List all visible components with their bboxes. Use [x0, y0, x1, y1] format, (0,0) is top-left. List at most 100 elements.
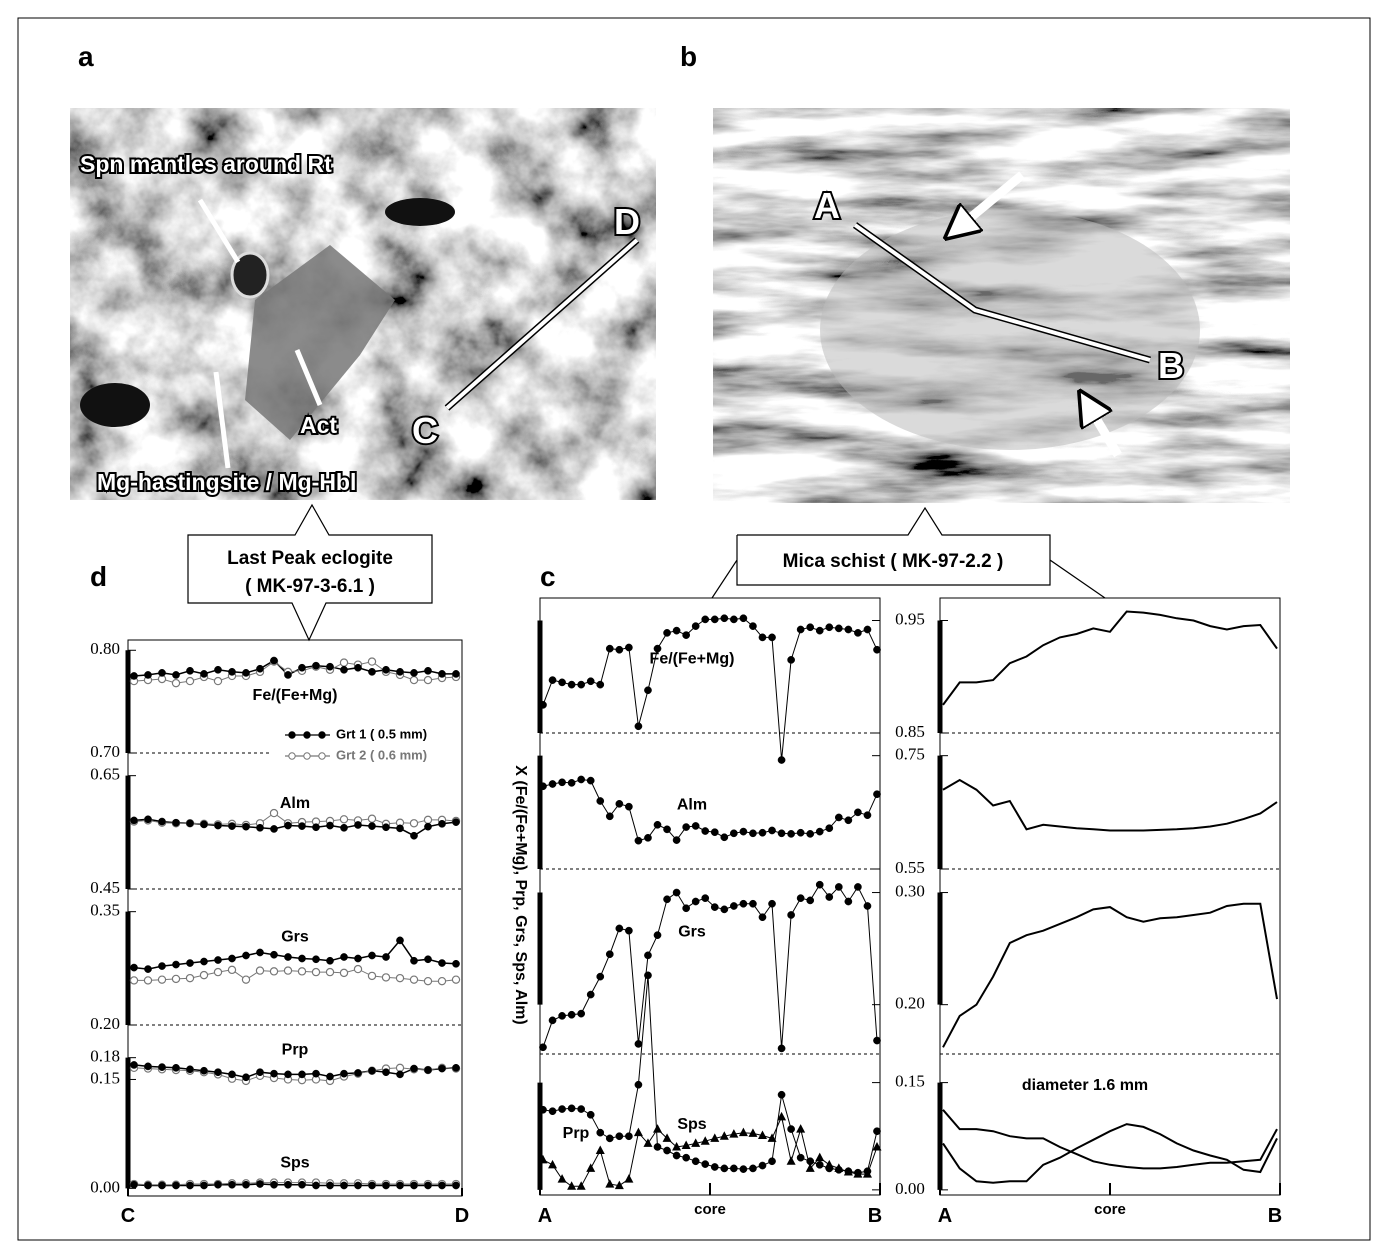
data-point	[567, 680, 576, 689]
data-point	[424, 666, 432, 675]
data-point	[298, 822, 306, 830]
data-point	[644, 833, 652, 842]
data-point	[663, 1146, 671, 1155]
data-point	[805, 1163, 815, 1172]
data-point	[410, 1064, 418, 1073]
data-line	[133, 812, 457, 826]
y-tick-label: 0.75	[895, 745, 925, 764]
data-point	[739, 827, 748, 836]
data-point	[873, 1127, 881, 1136]
data-point	[424, 1066, 432, 1074]
data-point	[241, 975, 251, 984]
data-point	[538, 1154, 548, 1164]
data-point	[130, 963, 138, 972]
plot-frame	[939, 597, 1281, 1196]
photo-b: A B	[713, 108, 1290, 503]
series-label: Fe/(Fe+Mg)	[253, 687, 338, 704]
data-point	[644, 951, 652, 960]
data-point	[143, 976, 153, 985]
y-tick-label: 0.95	[895, 609, 925, 628]
data-point	[691, 1157, 700, 1166]
data-point	[312, 955, 320, 964]
data-point	[548, 1107, 557, 1116]
data-point	[158, 1063, 166, 1071]
data-point	[605, 1134, 614, 1143]
data-point	[749, 1164, 757, 1173]
data-point	[576, 1181, 586, 1190]
data-point	[284, 1180, 292, 1189]
data-point	[410, 956, 418, 965]
data-point	[682, 823, 690, 831]
y-tick-label: 0.65	[90, 765, 120, 784]
data-point	[256, 1180, 264, 1188]
data-point	[720, 833, 729, 842]
y-tick-label: 0.35	[90, 901, 120, 920]
data-point	[672, 1151, 681, 1160]
data-point	[395, 973, 405, 983]
data-point	[548, 676, 557, 684]
data-point	[395, 1063, 405, 1073]
data-point	[863, 902, 872, 910]
data-point	[739, 899, 748, 908]
data-point	[701, 1160, 710, 1168]
data-point	[796, 1153, 805, 1162]
data-point	[854, 883, 862, 891]
data-point	[615, 645, 624, 654]
data-line	[133, 818, 457, 837]
data-point	[787, 911, 795, 919]
data-point	[340, 953, 348, 961]
data-point	[199, 970, 209, 980]
data-point	[815, 827, 824, 836]
data-point	[567, 1181, 577, 1190]
data-point	[577, 680, 586, 689]
data-line	[542, 617, 878, 761]
data-point	[185, 676, 195, 686]
data-point	[806, 623, 815, 632]
annotation: diameter 1.6 mm	[1022, 1077, 1148, 1094]
data-point	[228, 667, 236, 676]
profile-line	[853, 223, 1151, 362]
data-point	[381, 973, 391, 982]
data-point	[768, 899, 776, 908]
data-point	[558, 778, 566, 787]
data-point	[424, 1181, 432, 1190]
data-point	[158, 1181, 166, 1190]
data-point	[720, 614, 729, 623]
photo-label: Act	[300, 412, 337, 438]
data-point	[663, 629, 671, 637]
data-line	[542, 883, 878, 1049]
data-point	[844, 897, 853, 906]
x-tick-label: core	[1094, 1201, 1126, 1218]
data-point	[367, 657, 377, 666]
x-tick-label: B	[868, 1205, 882, 1227]
data-point	[539, 782, 547, 791]
data-point	[653, 820, 662, 829]
data-point	[653, 1143, 662, 1151]
data-point	[834, 624, 843, 633]
y-tick-label: 0.85	[895, 722, 925, 741]
data-point	[681, 1140, 691, 1150]
data-point	[768, 1157, 776, 1166]
data-point	[396, 936, 404, 945]
data-point	[452, 1063, 460, 1072]
data-point	[872, 1141, 882, 1151]
data-point	[172, 960, 180, 969]
data-point	[368, 822, 376, 830]
data-point	[340, 1181, 348, 1190]
data-point	[409, 975, 419, 984]
data-point	[214, 1180, 222, 1189]
data-point	[214, 956, 222, 964]
data-point	[256, 823, 264, 832]
data-point	[270, 656, 278, 665]
data-point	[452, 670, 460, 678]
data-point	[423, 675, 433, 685]
x-tick-label: B	[1268, 1205, 1282, 1227]
legend-marker	[318, 731, 326, 739]
data-point	[284, 953, 292, 961]
model-line	[942, 610, 1278, 706]
x-tick-label: C	[121, 1205, 135, 1227]
callout-text: ( MK-97-3-6.1 )	[245, 576, 375, 597]
data-point	[730, 902, 738, 910]
data-point	[824, 1159, 834, 1169]
data-point	[730, 615, 738, 624]
